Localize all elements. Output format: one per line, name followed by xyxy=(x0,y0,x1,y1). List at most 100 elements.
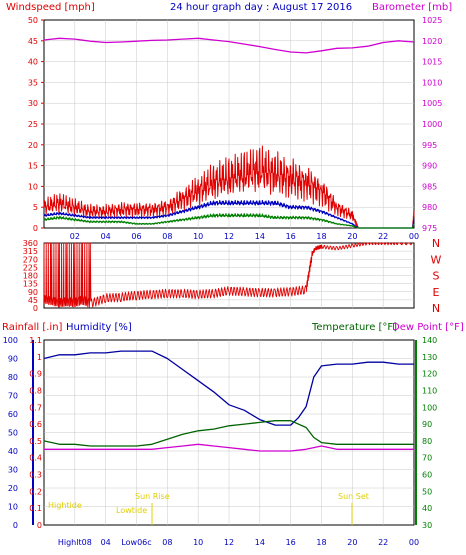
winddir-y-tick-label: 360 xyxy=(23,239,38,248)
humidity-axis-label: Humidity [%] xyxy=(66,322,132,333)
barometer-y-tick-label: 1000 xyxy=(422,120,442,129)
temperature-y-tick-label: 120 xyxy=(422,370,437,379)
climate-x-tick-label: Highlt08 xyxy=(58,538,92,547)
humidity-y-tick-label: 20 xyxy=(8,484,18,493)
wind-x-tick-label: 06 xyxy=(131,232,141,241)
winddir-y-tick-label: 0 xyxy=(33,304,38,313)
temperature-y-tick-label: 90 xyxy=(422,420,432,429)
winddir-compass-label: S xyxy=(433,270,440,283)
wind-y-tick-label: 25 xyxy=(28,120,38,129)
temperature-axis-label: Temperature [°F] xyxy=(311,322,397,333)
climate-x-tick-label: 00 xyxy=(409,538,419,547)
barometer-y-tick-label: 1015 xyxy=(422,58,442,67)
barometer-y-tick-label: 990 xyxy=(422,162,437,171)
astro-annotation: Sun Rise xyxy=(135,492,170,501)
rain-y-tick-label: 0.2 xyxy=(29,487,42,496)
humidity-y-tick-label: 10 xyxy=(8,503,18,512)
temperature-y-tick-label: 100 xyxy=(422,403,437,412)
rainfall-axis-label: Rainfall [.in] xyxy=(2,322,63,333)
rain-y-tick-label: 0.6 xyxy=(29,420,42,429)
wind-x-tick-label: 10 xyxy=(193,232,203,241)
rain-y-tick-label: 0.7 xyxy=(29,403,42,412)
temperature-y-tick-label: 80 xyxy=(422,437,432,446)
climate-x-tick-label: 16 xyxy=(286,538,296,547)
wind-y-tick-label: 40 xyxy=(28,58,38,67)
winddir-y-tick-label: 180 xyxy=(23,272,38,281)
dewpoint-line xyxy=(44,443,414,452)
temperature-y-tick-label: 30 xyxy=(422,521,432,530)
temperature-line xyxy=(43,420,414,447)
rain-y-tick-label: 0.3 xyxy=(29,471,42,480)
rain-y-tick-label: 0.4 xyxy=(29,454,42,463)
winddir-y-tick-label: 270 xyxy=(23,255,38,264)
climate-x-tick-label: 10 xyxy=(193,538,203,547)
wind-y-tick-label: 15 xyxy=(28,162,38,171)
wind-y-tick-label: 45 xyxy=(28,37,38,46)
wind-x-tick-label: 04 xyxy=(101,232,111,241)
wind-x-tick-label: 00 xyxy=(409,232,419,241)
climate-x-tick-label: 04 xyxy=(101,538,111,547)
temperature-y-tick-label: 60 xyxy=(422,471,432,480)
rain-y-tick-label: 0 xyxy=(37,521,42,530)
humidity-y-tick-label: 70 xyxy=(8,392,18,401)
rain-y-tick-label: 0.1 xyxy=(29,504,42,513)
wind-y-tick-label: 5 xyxy=(33,203,38,212)
wind-avg-line xyxy=(43,200,415,229)
chart-title: 24 hour graph day : August 17 2016 xyxy=(170,2,352,13)
winddir-compass-label: N xyxy=(432,237,440,250)
wind-x-tick-label: 02 xyxy=(70,232,80,241)
temperature-y-tick-label: 40 xyxy=(422,504,432,513)
barometer-y-tick-label: 1010 xyxy=(422,78,442,87)
temperature-y-tick-label: 50 xyxy=(422,487,432,496)
humidity-y-tick-label: 90 xyxy=(8,355,18,364)
winddir-y-tick-label: 45 xyxy=(28,296,38,305)
astro-annotation: Lowtide xyxy=(116,506,147,515)
barometer-y-tick-label: 1025 xyxy=(422,16,442,25)
wind-y-tick-label: 30 xyxy=(28,99,38,108)
barometer-y-tick-label: 980 xyxy=(422,203,437,212)
wind-low-line xyxy=(43,213,415,229)
humidity-y-tick-label: 30 xyxy=(8,466,18,475)
climate-x-tick-label: 14 xyxy=(255,538,265,547)
barometer-y-tick-label: 1020 xyxy=(422,37,442,46)
winddir-compass-label: N xyxy=(432,302,440,315)
wind-x-tick-label: 20 xyxy=(347,232,357,241)
dewpoint-axis-label: Dew Point [°F] xyxy=(392,322,464,333)
climate-x-tick-label: 22 xyxy=(378,538,388,547)
winddir-y-tick-label: 225 xyxy=(23,263,38,272)
climate-x-tick-label: 20 xyxy=(347,538,357,547)
barometer-line xyxy=(43,37,415,54)
wind-x-tick-label: 18 xyxy=(316,232,326,241)
humidity-y-tick-label: 50 xyxy=(8,429,18,438)
temperature-y-tick-label: 130 xyxy=(422,353,437,362)
rain-y-tick-label: 0.9 xyxy=(29,370,42,379)
wind-x-tick-label: 08 xyxy=(162,232,172,241)
winddir-y-tick-label: 135 xyxy=(23,280,38,289)
barometer-y-tick-label: 975 xyxy=(422,224,437,233)
temperature-y-tick-label: 110 xyxy=(422,386,437,395)
humidity-line xyxy=(43,350,414,426)
barometer-axis-label: Barometer [mb] xyxy=(372,2,452,13)
humidity-y-tick-label: 60 xyxy=(8,410,18,419)
winddir-y-tick-label: 90 xyxy=(28,288,38,297)
winddir-compass-label: W xyxy=(431,253,442,266)
humidity-y-tick-label: 40 xyxy=(8,447,18,456)
rain-y-tick-label: 1 xyxy=(37,353,42,362)
climate-x-tick-label: 18 xyxy=(316,538,326,547)
winddir-line xyxy=(43,242,413,308)
temperature-y-tick-label: 140 xyxy=(422,336,437,345)
rain-y-tick-label: 0.5 xyxy=(29,437,42,446)
barometer-y-tick-label: 1005 xyxy=(422,99,442,108)
windspeed-axis-label: Windspeed [mph] xyxy=(6,2,95,13)
winddir-y-tick-label: 315 xyxy=(23,247,38,256)
wind-y-tick-label: 35 xyxy=(28,78,38,87)
barometer-y-tick-label: 985 xyxy=(422,182,437,191)
temperature-y-tick-label: 70 xyxy=(422,454,432,463)
wind-x-tick-label: 12 xyxy=(224,232,234,241)
winddir-compass-label: E xyxy=(433,286,440,299)
humidity-y-tick-label: 100 xyxy=(3,336,18,345)
climate-x-tick-label: 12 xyxy=(224,538,234,547)
wind-x-tick-label: 14 xyxy=(255,232,265,241)
